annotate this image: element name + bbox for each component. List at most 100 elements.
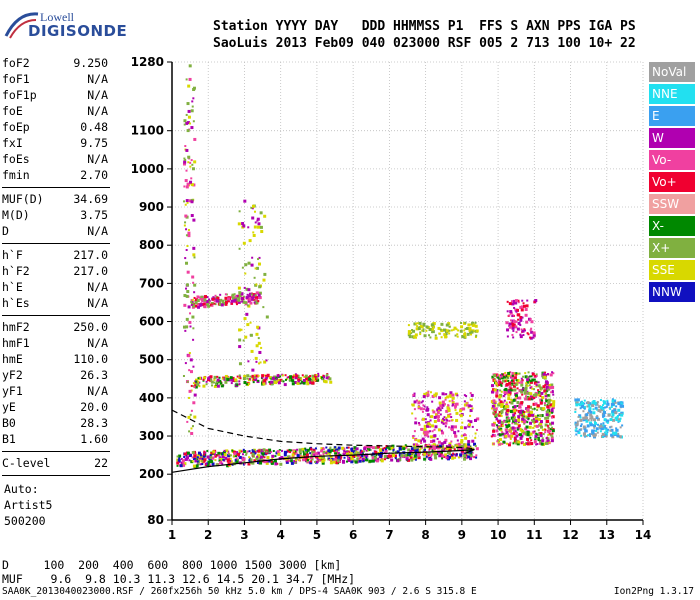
data-point — [245, 452, 248, 455]
data-point — [536, 433, 540, 437]
data-point — [617, 408, 621, 412]
data-point — [234, 295, 237, 298]
data-point — [404, 454, 408, 458]
data-point — [493, 379, 496, 382]
data-point — [581, 404, 585, 408]
data-point — [352, 454, 356, 458]
data-point — [206, 296, 209, 299]
data-point — [474, 336, 477, 339]
data-point — [591, 404, 595, 408]
data-point — [263, 460, 267, 464]
data-point — [531, 387, 534, 390]
data-point — [247, 462, 251, 466]
data-point — [202, 378, 205, 381]
data-point — [221, 299, 225, 303]
data-point — [499, 376, 502, 379]
data-point — [419, 448, 422, 451]
data-point — [574, 408, 577, 411]
data-point — [523, 329, 526, 332]
data-point — [183, 185, 186, 188]
data-point — [234, 454, 238, 458]
data-point — [519, 318, 523, 322]
data-point — [250, 349, 254, 353]
data-point — [464, 327, 467, 330]
data-point — [475, 334, 478, 337]
x-tick-label: 7 — [385, 528, 393, 542]
data-point — [298, 454, 302, 458]
data-point — [457, 430, 460, 433]
data-point — [185, 261, 189, 265]
param-row-hmf2: hmF2 250.0 — [2, 320, 108, 340]
data-point — [271, 457, 274, 460]
data-point — [510, 380, 514, 384]
data-point — [270, 450, 273, 453]
data-point — [259, 361, 262, 364]
data-point — [508, 325, 512, 329]
data-point — [544, 416, 548, 420]
data-point — [425, 433, 429, 437]
data-point — [455, 328, 458, 331]
data-point — [506, 405, 510, 409]
data-point — [504, 420, 507, 423]
data-point — [533, 381, 537, 385]
data-point — [408, 452, 412, 456]
data-point — [525, 320, 529, 324]
data-point — [431, 453, 434, 456]
data-point — [454, 434, 458, 438]
data-point — [314, 456, 317, 459]
data-point — [550, 439, 554, 443]
data-point — [583, 427, 587, 431]
data-point — [353, 453, 356, 456]
data-point — [299, 382, 302, 385]
data-point — [454, 406, 457, 409]
data-point — [415, 439, 418, 442]
data-point — [454, 444, 457, 447]
data-point — [197, 463, 200, 466]
data-point — [345, 460, 348, 463]
data-point — [332, 460, 336, 464]
data-point — [227, 300, 230, 303]
data-point — [285, 459, 289, 463]
data-point — [454, 409, 457, 412]
param-key: foF1p — [2, 88, 37, 102]
data-point — [247, 304, 251, 308]
data-point — [432, 322, 435, 325]
data-point — [618, 435, 622, 439]
data-point — [547, 383, 551, 387]
data-point — [443, 418, 446, 421]
data-point — [224, 302, 228, 306]
data-point — [185, 78, 188, 81]
data-point — [203, 450, 206, 453]
data-point — [474, 324, 478, 328]
param-key: yF1 — [2, 384, 23, 398]
data-point — [448, 329, 451, 332]
data-point — [258, 362, 261, 365]
data-point — [520, 409, 523, 412]
data-point — [611, 413, 615, 417]
data-point — [519, 429, 522, 432]
data-point — [593, 424, 597, 428]
data-point — [411, 403, 414, 406]
data-point — [256, 450, 259, 453]
data-point — [286, 449, 290, 453]
data-point — [511, 426, 515, 430]
data-point — [473, 418, 477, 422]
data-point — [317, 375, 320, 378]
data-point — [431, 327, 435, 331]
data-point — [250, 296, 254, 300]
data-point — [455, 418, 459, 422]
data-point — [359, 451, 363, 455]
data-point — [434, 425, 438, 429]
data-point — [527, 417, 530, 420]
data-point — [186, 182, 190, 186]
data-point — [210, 380, 214, 384]
data-point — [594, 420, 597, 423]
data-point — [449, 395, 452, 398]
data-point — [191, 163, 194, 166]
data-point — [546, 404, 549, 407]
data-point — [223, 453, 227, 457]
data-point — [429, 440, 433, 444]
param-value: 22 — [94, 456, 108, 470]
data-point — [198, 381, 201, 384]
data-point — [429, 336, 432, 339]
